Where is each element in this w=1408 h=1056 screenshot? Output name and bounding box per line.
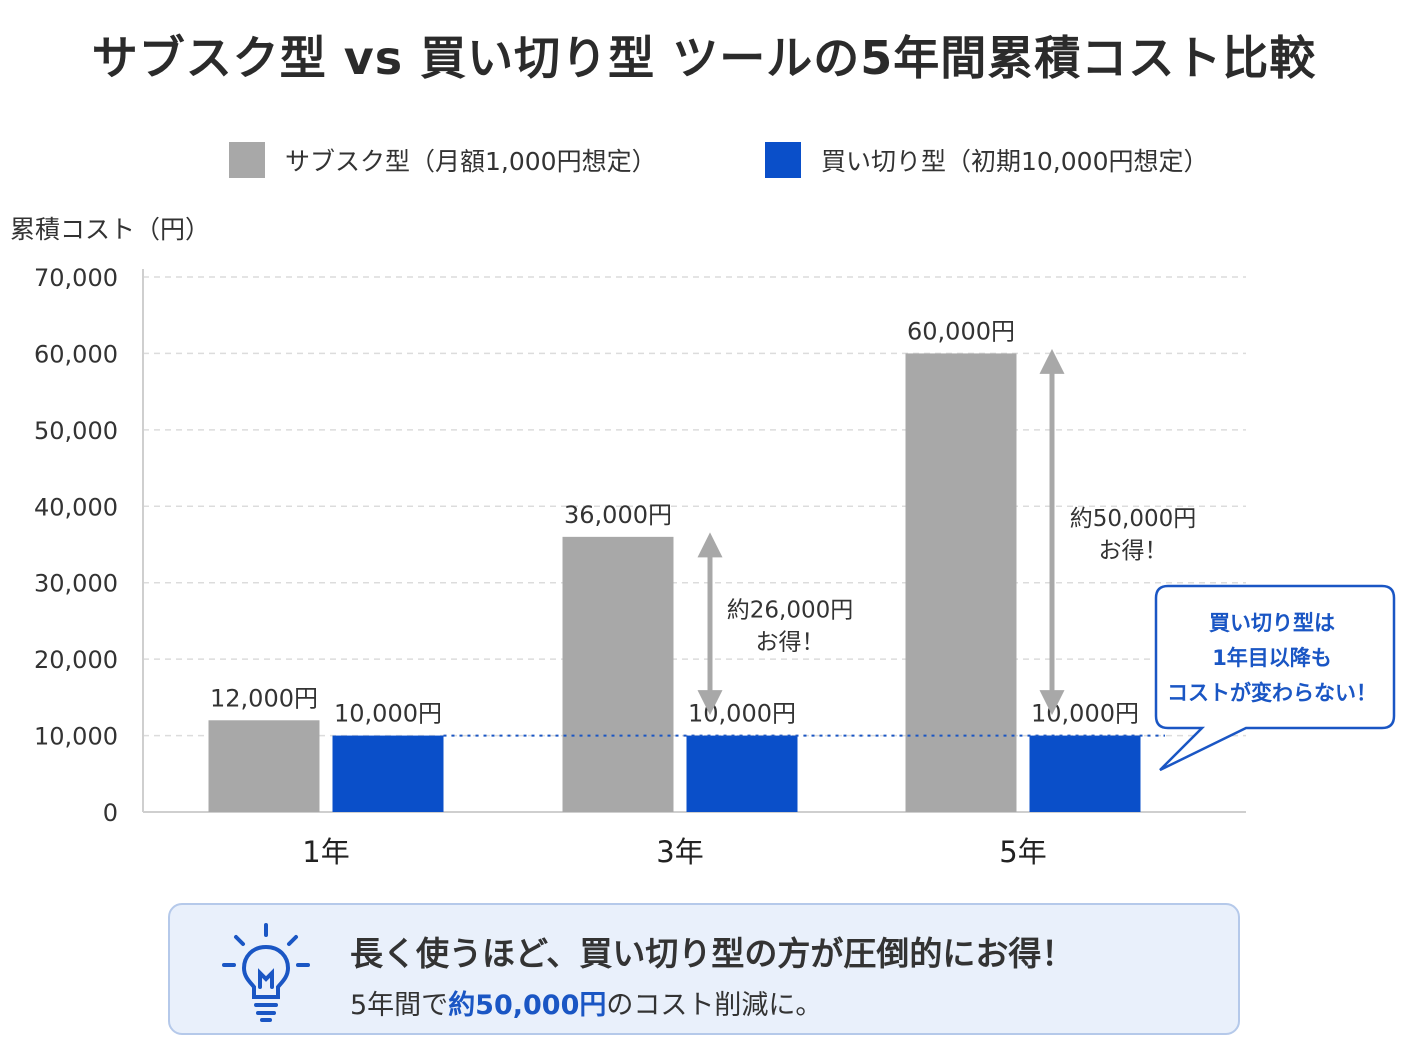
x-tick-label: 1年: [302, 835, 349, 869]
x-tick-label: 5年: [999, 835, 1046, 869]
legend-item-subscription: サブスク型（月額1,000円想定）: [229, 138, 657, 182]
data-label: 10,000円: [1031, 700, 1139, 728]
summary-sub-suffix: のコスト削減に。: [606, 990, 823, 1021]
bar-buyout: [332, 735, 444, 812]
y-tick-label: 30,000: [34, 570, 118, 598]
savings-label: 約50,000円: [1070, 506, 1196, 532]
callout-text: 買い切り型は: [1209, 611, 1335, 635]
savings-label: お得！: [1099, 538, 1168, 564]
legend-label-buyout: 買い切り型（初期10,000円想定）: [821, 147, 1209, 176]
callout-text: コストが変わらない！: [1167, 681, 1377, 705]
legend-swatch-buyout: [765, 142, 801, 178]
summary-headline: 長く使うほど、買い切り型の方が圧倒的にお得！: [350, 934, 1075, 973]
bar-subscription: [905, 353, 1017, 812]
bar-subscription: [208, 720, 320, 812]
summary-box: 長く使うほど、買い切り型の方が圧倒的にお得！ 5年間で約50,000円のコスト削…: [168, 903, 1240, 1035]
legend-label-subscription: サブスク型（月額1,000円想定）: [285, 147, 657, 176]
bar-buyout: [686, 735, 798, 812]
lightbulb-icon: [222, 923, 310, 1022]
data-label: 36,000円: [564, 501, 672, 529]
y-tick-label: 40,000: [34, 493, 118, 521]
y-tick-label: 70,000: [34, 264, 118, 292]
bar-buyout: [1029, 735, 1141, 812]
callout-bubble: [1154, 584, 1396, 772]
y-tick-label: 20,000: [34, 646, 118, 674]
data-label: 12,000円: [210, 684, 318, 712]
summary-subline: 5年間で約50,000円のコスト削減に。: [350, 983, 822, 1022]
legend-item-buyout: 買い切り型（初期10,000円想定）: [765, 138, 1208, 182]
data-label: 10,000円: [688, 700, 796, 728]
chart-title: サブスク型 vs 買い切り型 ツールの5年間累積コスト比較: [91, 31, 1317, 85]
summary-sub-highlight: 約50,000円: [448, 990, 607, 1021]
x-tick-label: 3年: [656, 835, 703, 869]
bar-subscription: [562, 536, 674, 812]
data-label: 10,000円: [334, 700, 442, 728]
data-label: 60,000円: [907, 317, 1015, 345]
y-tick-label: 0: [103, 799, 118, 827]
y-tick-label: 10,000: [34, 723, 118, 751]
chart-canvas: 0 10,000 20,000 30,000 40,000 50,000 60,000 70,…: [34, 264, 1396, 869]
legend-swatch-subscription: [229, 142, 265, 178]
y-tick-label: 60,000: [34, 340, 118, 368]
summary-sub-prefix: 5年間で: [350, 990, 449, 1021]
legend: サブスク型（月額1,000円想定） 買い切り型（初期10,000円想定）: [0, 138, 1408, 182]
y-tick-label: 50,000: [34, 417, 118, 445]
y-axis-title: 累積コスト（円）: [10, 215, 211, 244]
savings-label: お得！: [756, 630, 825, 656]
callout-text: 1年目以降も: [1212, 646, 1332, 670]
savings-label: 約26,000円: [727, 598, 853, 624]
